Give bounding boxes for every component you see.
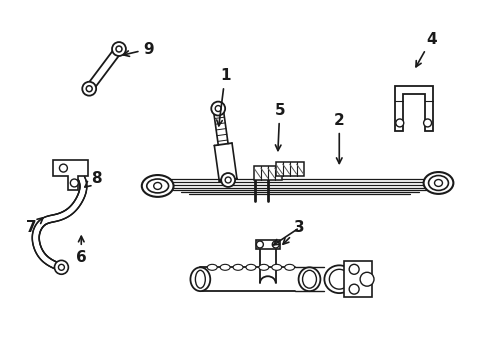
Circle shape [71, 179, 78, 187]
Ellipse shape [324, 265, 354, 293]
Circle shape [58, 264, 64, 270]
Ellipse shape [302, 270, 317, 288]
Ellipse shape [207, 264, 217, 270]
Circle shape [82, 82, 96, 96]
Ellipse shape [259, 264, 269, 270]
Circle shape [112, 42, 126, 56]
Text: 1: 1 [217, 68, 230, 126]
Circle shape [360, 272, 374, 286]
Circle shape [211, 102, 225, 116]
FancyBboxPatch shape [254, 166, 282, 180]
Text: 6: 6 [76, 236, 87, 265]
Ellipse shape [147, 179, 169, 193]
Ellipse shape [196, 270, 205, 288]
Text: 8: 8 [85, 171, 101, 187]
FancyBboxPatch shape [276, 162, 303, 176]
Circle shape [221, 173, 235, 187]
Ellipse shape [220, 264, 230, 270]
Ellipse shape [191, 267, 210, 291]
Circle shape [215, 105, 221, 112]
Text: 3: 3 [283, 220, 305, 244]
Ellipse shape [154, 183, 162, 189]
Text: 2: 2 [334, 113, 344, 163]
Ellipse shape [329, 269, 349, 289]
Circle shape [225, 177, 231, 183]
Ellipse shape [233, 264, 243, 270]
Circle shape [272, 241, 279, 248]
Circle shape [86, 86, 92, 92]
Circle shape [424, 119, 432, 127]
Ellipse shape [435, 180, 442, 186]
Text: 4: 4 [416, 32, 437, 67]
Ellipse shape [298, 267, 320, 291]
Ellipse shape [142, 175, 173, 197]
Text: 7: 7 [26, 218, 43, 235]
Circle shape [59, 164, 68, 172]
Ellipse shape [246, 264, 256, 270]
Circle shape [54, 260, 69, 274]
FancyBboxPatch shape [256, 239, 280, 249]
Circle shape [349, 264, 359, 274]
Ellipse shape [285, 264, 294, 270]
Circle shape [116, 46, 122, 52]
FancyBboxPatch shape [344, 261, 372, 297]
Circle shape [256, 241, 263, 248]
Ellipse shape [272, 264, 282, 270]
Text: 5: 5 [274, 103, 285, 150]
Text: 9: 9 [123, 41, 154, 57]
Polygon shape [395, 86, 433, 131]
Ellipse shape [424, 172, 453, 194]
Circle shape [396, 119, 404, 127]
Circle shape [349, 284, 359, 294]
Polygon shape [53, 160, 88, 190]
Ellipse shape [429, 176, 448, 190]
